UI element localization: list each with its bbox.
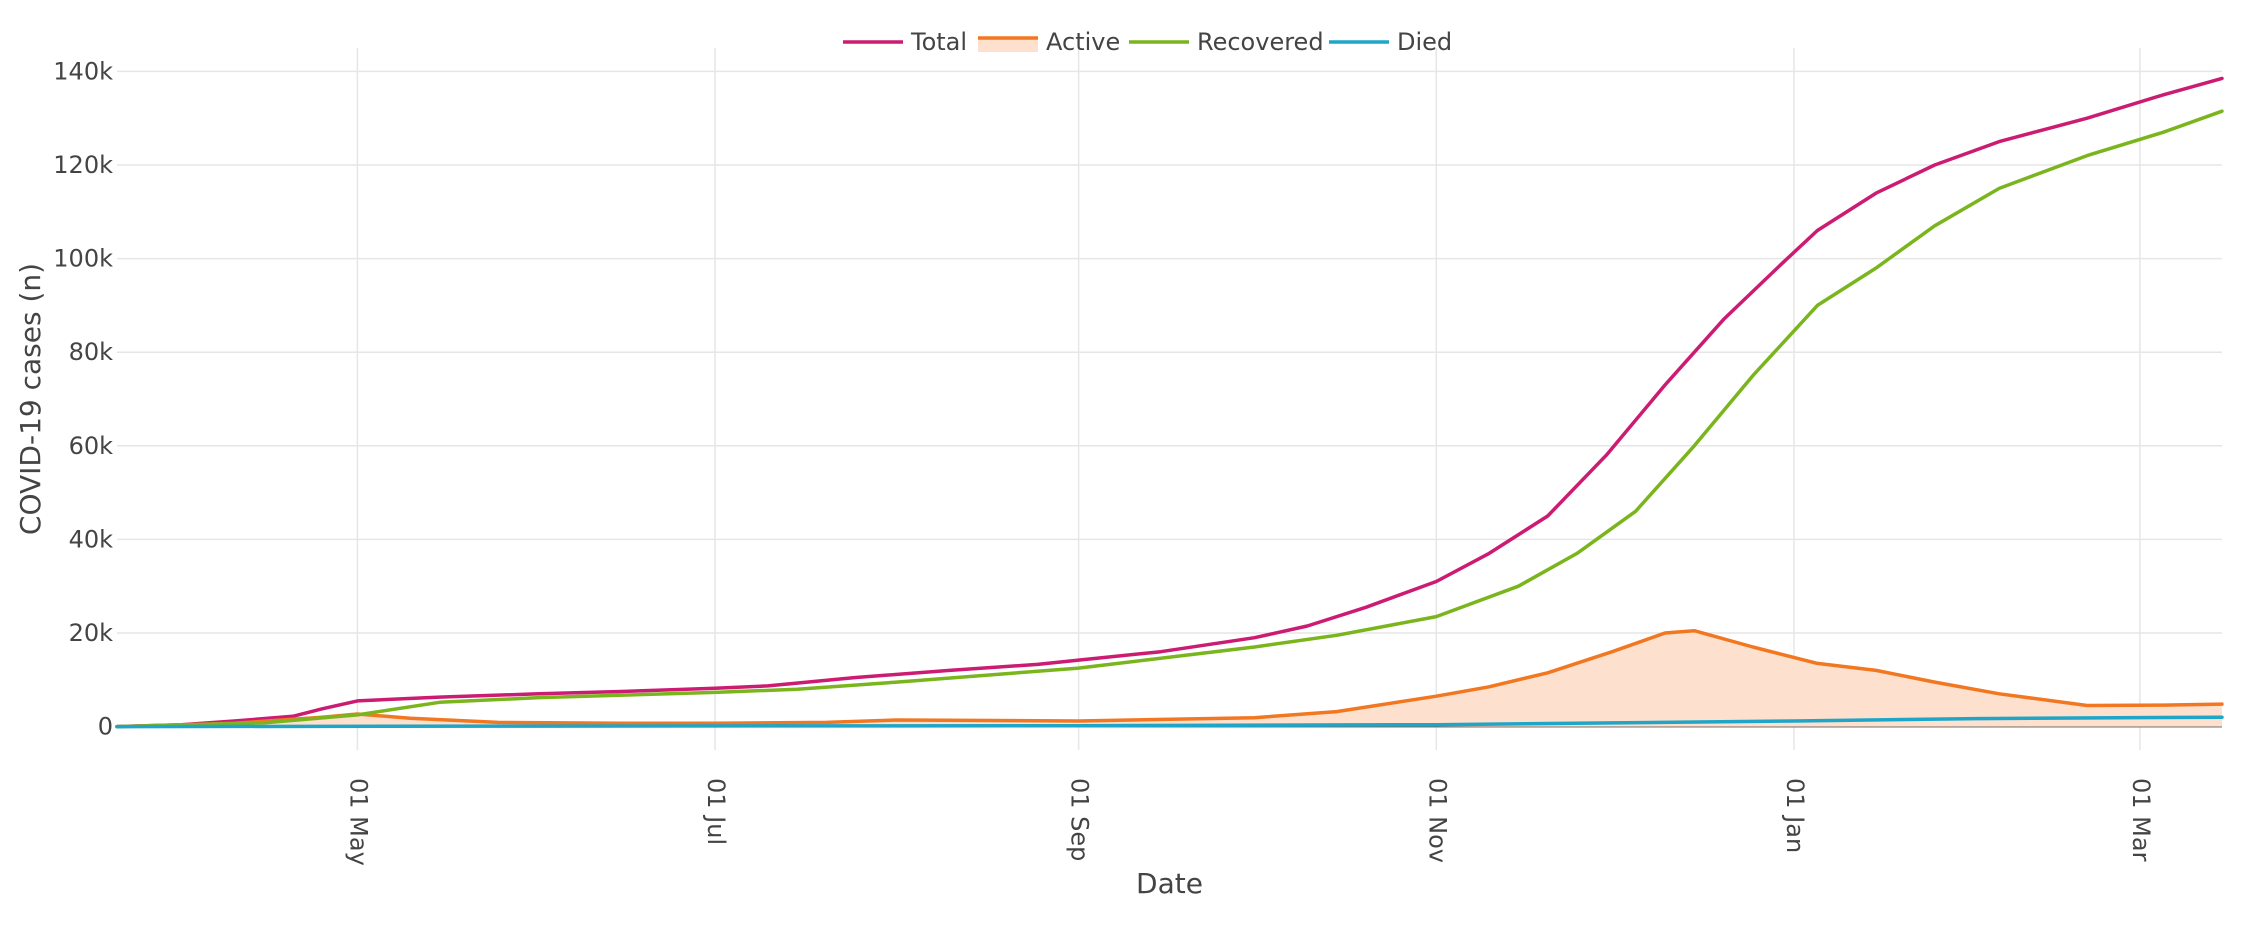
legend-item-died[interactable]: Died [1329,28,1452,56]
x-tick-labels: 01 May 01 Jul 01 Sep 01 Nov 01 Jan 01 Mar [344,778,2155,866]
legend-swatch-active [978,38,1038,52]
x-tick-label: 01 Mar [2127,778,2155,862]
legend-item-active[interactable]: Active [978,28,1120,56]
y-tick-label: 120k [53,151,113,179]
y-tick-label: 0 [98,713,113,741]
x-tick-label: 01 May [344,778,372,866]
legend-label-recovered: Recovered [1197,28,1324,56]
y-tick-label: 100k [53,245,113,273]
legend-label-total: Total [910,28,967,56]
legend-item-recovered[interactable]: Recovered [1129,28,1324,56]
x-gridlines [356,48,2141,750]
x-axis-title: Date [1136,867,1203,900]
series-line-died [115,715,2224,729]
y-tick-label: 20k [69,619,114,647]
x-tick-label: 01 Sep [1066,778,1094,861]
series-lines [115,76,2224,729]
x-tick-label: 01 Jul [702,778,730,845]
y-gridlines [117,70,2222,634]
legend-item-total[interactable]: Total [843,28,967,56]
legend-label-active: Active [1046,28,1120,56]
y-tick-labels: 0 20k 40k 60k 80k 100k 120k 140k [53,57,113,740]
legend: Total Active Recovered Died [843,28,1452,56]
y-tick-label: 80k [69,338,114,366]
y-tick-label: 60k [69,432,114,460]
legend-label-died: Died [1397,28,1452,56]
y-tick-label: 140k [53,57,113,85]
series-line-total [115,76,2224,729]
y-axis-title: COVID-19 cases (n) [14,263,47,535]
series-line-active [115,628,2224,729]
series-fills [117,630,2222,727]
series-line-recovered [115,109,2224,729]
series-area-active [117,630,2222,727]
x-tick-label: 01 Nov [1423,778,1451,863]
y-tick-label: 40k [69,525,114,553]
x-tick-label: 01 Jan [1781,778,1809,853]
